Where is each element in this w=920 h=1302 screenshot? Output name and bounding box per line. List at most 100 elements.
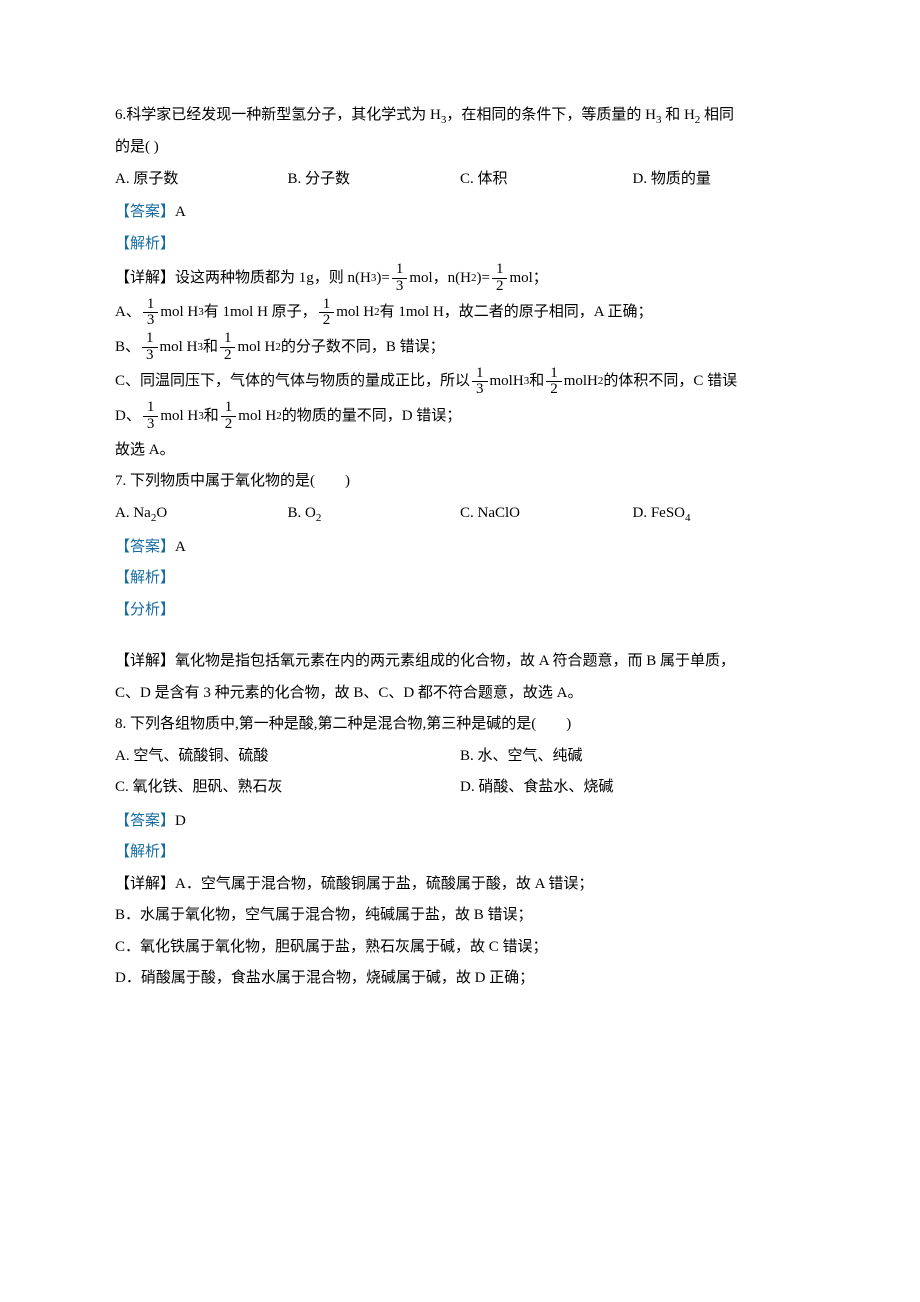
t: B. O xyxy=(288,505,316,521)
answer-text: A xyxy=(175,204,186,220)
t: mol H xyxy=(160,401,198,433)
t: 有 1mol H，故二者的原子相同，A 正确； xyxy=(380,297,653,329)
q8-opt-c: C. 氧化铁、胆矾、熟石灰 xyxy=(115,772,460,804)
fraction-icon: 13 xyxy=(392,262,408,295)
q8-opt-d: D. 硝酸、食盐水、烧碱 xyxy=(460,772,805,804)
n: 1 xyxy=(220,331,236,348)
n: 1 xyxy=(142,331,158,348)
d: 3 xyxy=(143,313,159,329)
q6-detail-B: B、 13 mol H3 和 12 mol H2 的分子数不同，B 错误； xyxy=(115,331,805,364)
fraction-icon: 12 xyxy=(546,366,562,399)
q6-stem2: ，在相同的条件下，等质量的 H xyxy=(446,107,656,123)
q8-number: 8. xyxy=(115,716,130,732)
document-page: 6.科学家已经发现一种新型氢分子，其化学式为 H 3 ，在相同的条件下，等质量的 H… xyxy=(0,0,920,1302)
detail-label: 【详解】 xyxy=(115,876,175,892)
t: C、同温同压下，气体的气体与物质的量成正比，所以 xyxy=(115,366,470,398)
t: 有 1mol H 原子， xyxy=(204,297,317,329)
t: O xyxy=(156,505,167,521)
q6-final: 故选 A。 xyxy=(115,435,805,467)
s: 2 xyxy=(316,512,322,524)
t: 和 xyxy=(204,401,219,433)
q7-number: 7. xyxy=(115,473,130,489)
q7-options: A. Na2O B. O2 C. NaClO D. FeSO4 xyxy=(115,498,805,530)
t: mol H xyxy=(238,401,276,433)
t: 的物质的量不同，D 错误； xyxy=(282,401,462,433)
q7-answer: 【答案】A xyxy=(115,532,805,564)
q8-jiexi: 【解析】 xyxy=(115,837,805,869)
q8-detail-C: C．氧化铁属于氧化物，胆矾属于盐，熟石灰属于碱，故 C 错误； xyxy=(115,932,805,964)
fraction-icon: 12 xyxy=(492,262,508,295)
q7-opt-b: B. O2 xyxy=(288,498,461,530)
t: 和 xyxy=(529,366,544,398)
q6-answer: 【答案】A xyxy=(115,197,805,229)
t: D、 xyxy=(115,401,141,433)
q6-stem1: 科学家已经发现一种新型氢分子，其化学式为 H xyxy=(126,107,441,123)
t: A、 xyxy=(115,297,141,329)
d: 3 xyxy=(472,382,488,398)
q8-options: A. 空气、硫酸铜、硫酸 B. 水、空气、纯碱 C. 氧化铁、胆矾、熟石灰 D.… xyxy=(115,741,805,804)
q7-stem-text: 下列物质中属于氧化物的是( ) xyxy=(130,473,350,489)
t: )= xyxy=(376,263,389,295)
q8-answer: 【答案】D xyxy=(115,806,805,838)
d: 2 xyxy=(319,313,335,329)
n: 1 xyxy=(392,262,408,279)
q7-opt-a: A. Na2O xyxy=(115,498,288,530)
fraction-icon: 12 xyxy=(221,400,237,433)
d: 3 xyxy=(142,348,158,364)
d: 2 xyxy=(220,348,236,364)
q6-detail-A: A、 13 mol H3 有 1mol H 原子， 12 mol H2 有 1m… xyxy=(115,297,805,330)
n: 1 xyxy=(319,297,335,314)
n: 1 xyxy=(492,262,508,279)
t: A. Na xyxy=(115,505,151,521)
answer-label: 【答案】 xyxy=(115,813,175,829)
d: 2 xyxy=(221,417,237,433)
q7-opt-c: C. NaClO xyxy=(460,498,633,530)
q6-opt-b: B. 分子数 xyxy=(288,164,461,196)
t: molH xyxy=(564,366,598,398)
detail-label: 【详解】 xyxy=(115,653,175,669)
s: 4 xyxy=(685,512,691,524)
answer-label: 【答案】 xyxy=(115,204,175,220)
q7-fenxi: 【分析】 xyxy=(115,595,805,627)
q6-detail-0: 【详解】 设这两种物质都为 1g，则 n(H3 )= 13 mol，n(H2 )… xyxy=(115,262,805,295)
q7-jiexi: 【解析】 xyxy=(115,563,805,595)
q6-detail-D: D、 13 mol H3 和 12 mol H2 的物质的量不同，D 错误； xyxy=(115,400,805,433)
fraction-icon: 13 xyxy=(472,366,488,399)
q7-opt-d: D. FeSO4 xyxy=(633,498,806,530)
t: )= xyxy=(477,263,490,295)
q8-detail-B: B．水属于氧化物，空气属于混合物，纯碱属于盐，故 B 错误； xyxy=(115,900,805,932)
q8-detail-A: 【详解】A．空气属于混合物，硫酸铜属于盐，硫酸属于酸，故 A 错误； xyxy=(115,869,805,901)
spacer xyxy=(115,626,805,646)
t: mol，n(H xyxy=(409,263,471,295)
q6-stem: 6.科学家已经发现一种新型氢分子，其化学式为 H3，在相同的条件下，等质量的 H… xyxy=(115,100,805,132)
n: 1 xyxy=(143,297,159,314)
fraction-icon: 12 xyxy=(319,297,335,330)
t: A．空气属于混合物，硫酸铜属于盐，硫酸属于酸，故 A 错误； xyxy=(175,876,593,892)
q6-number: 6. xyxy=(115,107,126,123)
q6-detail-C: C、同温同压下，气体的气体与物质的量成正比，所以 13 molH3 和 12 m… xyxy=(115,366,805,399)
t: molH xyxy=(490,366,524,398)
t: 氧化物是指包括氧元素在内的两元素组成的化合物，故 A 符合题意，而 B 属于单质… xyxy=(175,653,735,669)
n: 1 xyxy=(472,366,488,383)
t: 的分子数不同，B 错误； xyxy=(281,332,445,364)
answer-label: 【答案】 xyxy=(115,539,175,555)
t: 设这两种物质都为 1g，则 n(H xyxy=(175,263,371,295)
d: 3 xyxy=(143,417,159,433)
q6-stem-line2: 的是( ) xyxy=(115,132,805,164)
fraction-icon: 13 xyxy=(143,297,159,330)
q6-opt-c: C. 体积 xyxy=(460,164,633,196)
t: 和 xyxy=(203,332,218,364)
q8-stem-text: 下列各组物质中,第一种是酸,第二种是混合物,第三种是碱的是( ) xyxy=(130,716,571,732)
q6-opt-d: D. 物质的量 xyxy=(633,164,806,196)
detail-label: 【详解】 xyxy=(115,263,175,295)
n: 1 xyxy=(546,366,562,383)
t: 的体积不同，C 错误 xyxy=(603,366,737,398)
t: D. FeSO xyxy=(633,505,686,521)
q8-stem: 8. 下列各组物质中,第一种是酸,第二种是混合物,第三种是碱的是( ) xyxy=(115,709,805,741)
t: mol H xyxy=(336,297,374,329)
q7-detail1: 【详解】氧化物是指包括氧元素在内的两元素组成的化合物，故 A 符合题意，而 B … xyxy=(115,646,805,678)
t: mol H xyxy=(160,332,198,364)
d: 2 xyxy=(492,279,508,295)
q8-opt-b: B. 水、空气、纯碱 xyxy=(460,741,805,773)
q8-detail-D: D．硝酸属于酸，食盐水属于混合物，烧碱属于碱，故 D 正确； xyxy=(115,963,805,995)
